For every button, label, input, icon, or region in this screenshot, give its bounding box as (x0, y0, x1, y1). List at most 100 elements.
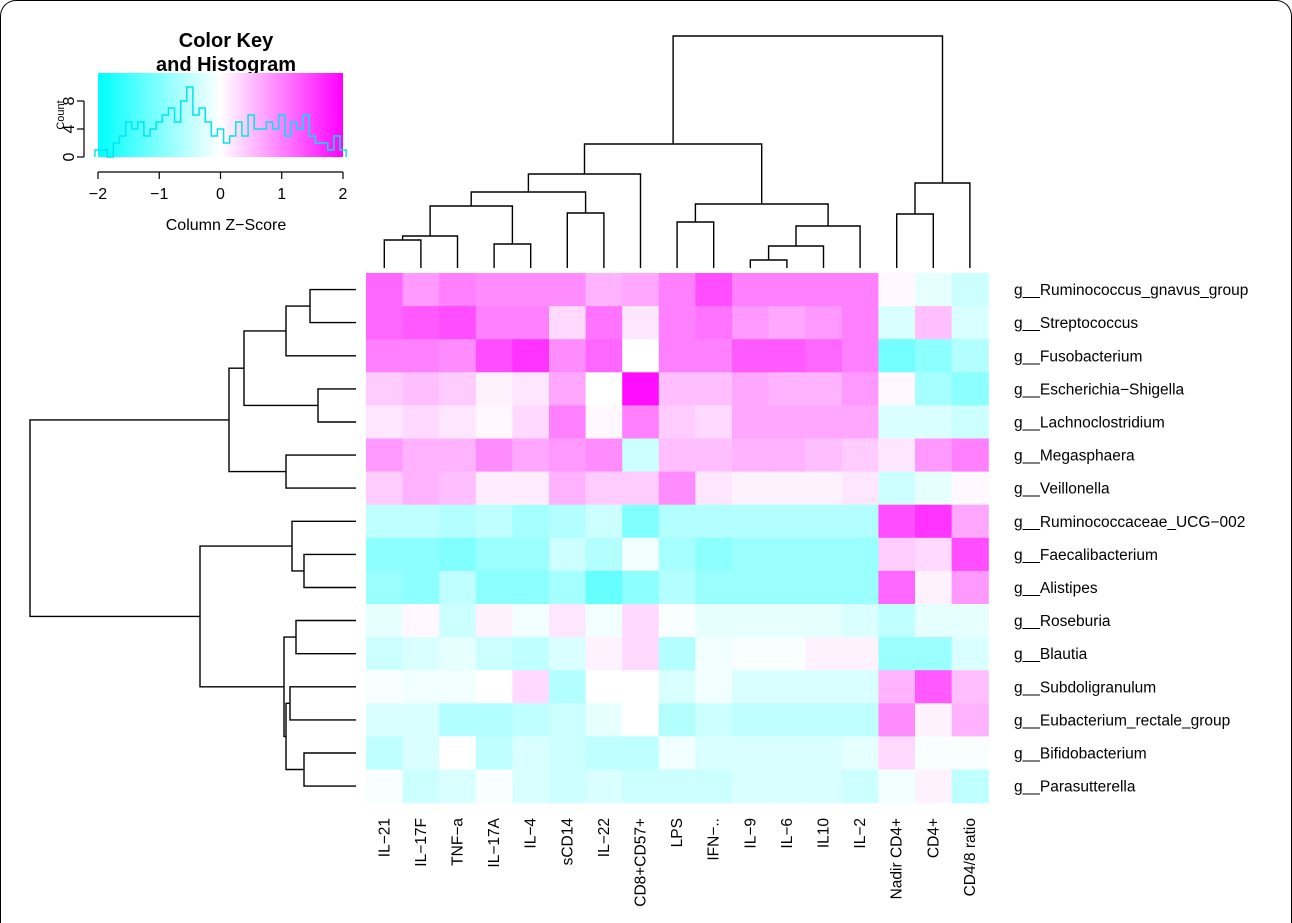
heatmap-cell (402, 438, 440, 473)
column-label: IL10 (816, 818, 833, 849)
heatmap-cell (402, 604, 440, 638)
dendrogram-branch (527, 173, 642, 268)
color-key-x-tick-label: −2 (89, 186, 107, 203)
heatmap-cell (878, 670, 916, 704)
heatmap-cell (512, 537, 550, 572)
heatmap-cell (402, 537, 440, 572)
heatmap-cell (622, 306, 660, 340)
heatmap-cell (475, 273, 513, 307)
heatmap-cell (878, 273, 916, 307)
color-key-ylabel: Count (55, 100, 67, 129)
heatmap-cell (915, 703, 953, 737)
heatmap-cell (951, 405, 989, 440)
heatmap-cell (732, 769, 770, 804)
heatmap-cell (805, 637, 843, 671)
heatmap-cell (915, 273, 953, 307)
dendrogram-branch (285, 702, 304, 771)
heatmap-cell (841, 405, 879, 440)
heatmap-cell (439, 670, 477, 704)
heatmap-cell (622, 471, 660, 506)
heatmap-cell (549, 306, 587, 340)
heatmap-cell (805, 273, 843, 307)
heatmap-cell (768, 273, 806, 307)
heatmap-cell (622, 273, 660, 307)
dendrogram-branch (243, 330, 318, 407)
heatmap-cell (805, 438, 843, 473)
row-label: g__Blautia (1014, 646, 1088, 663)
heatmap-cell (805, 703, 843, 737)
dendrogram-branch (309, 288, 356, 324)
heatmap-cell (402, 273, 440, 307)
heatmap-cell (732, 438, 770, 473)
dendrogram-branch (228, 367, 286, 473)
heatmap-cell (878, 703, 916, 737)
heatmap-cell (841, 372, 879, 406)
column-label: IL−6 (779, 818, 796, 849)
column-label: sCD14 (559, 818, 576, 866)
heatmap-cell (695, 438, 733, 473)
heatmap-cell (622, 339, 660, 373)
column-label: IL−22 (596, 818, 613, 857)
heatmap-cell (366, 438, 404, 473)
heatmap-cell (915, 736, 953, 771)
heatmap-cell (695, 703, 733, 737)
heatmap-cell (402, 405, 440, 440)
heatmap-cell (439, 504, 477, 539)
row-label: g__Parasutterella (1014, 779, 1136, 796)
heatmap-cell (695, 537, 733, 572)
heatmap-cell (951, 670, 989, 704)
heatmap-cell (366, 570, 404, 605)
heatmap-cell (622, 372, 660, 406)
heatmap-cell (768, 736, 806, 771)
heatmap-cell (402, 637, 440, 671)
heatmap-cell (768, 504, 806, 539)
heatmap-cell (549, 604, 587, 638)
heatmap-cell (549, 670, 587, 704)
heatmap-cell (366, 736, 404, 771)
heatmap-cell (695, 736, 733, 771)
heatmap-cell (585, 703, 623, 737)
heatmap-cell (622, 405, 660, 440)
heatmap-cell (439, 471, 477, 506)
heatmap-cell (512, 471, 550, 506)
heatmap-cell (951, 570, 989, 605)
heatmap-cell (878, 637, 916, 671)
dendrogram-branch (285, 454, 356, 489)
dendrogram-branch (291, 520, 356, 572)
heatmap-cell (585, 769, 623, 804)
heatmap-cell (366, 471, 404, 506)
heatmap-cell (878, 769, 916, 804)
heatmap-cell (841, 703, 879, 737)
heatmap-cell (512, 306, 550, 340)
heatmap-cell (732, 504, 770, 539)
heatmap-cell (585, 637, 623, 671)
heatmap-cell (439, 637, 477, 671)
color-key-gradient (98, 73, 343, 157)
heatmap-cell (915, 504, 953, 539)
heatmap-cell (475, 637, 513, 671)
heatmap-cell (439, 306, 477, 340)
heatmap-cell (658, 703, 696, 737)
heatmap-cell (658, 339, 696, 373)
heatmap-cell (915, 604, 953, 638)
heatmap-cell (512, 604, 550, 638)
heatmap-cell (878, 537, 916, 572)
dendrogram-branch (295, 619, 356, 655)
heatmap-cell (622, 736, 660, 771)
dendrogram-branch (383, 239, 422, 268)
heatmap-cell (512, 570, 550, 605)
heatmap-cell (622, 504, 660, 539)
heatmap-cell (658, 372, 696, 406)
heatmap-cell (622, 670, 660, 704)
heatmap-cell (475, 736, 513, 771)
heatmap-cell (402, 372, 440, 406)
heatmap-cell (805, 570, 843, 605)
heatmap-cell (512, 339, 550, 373)
heatmap-cell (841, 471, 879, 506)
heatmap-cell (585, 604, 623, 638)
row-dendrogram (29, 288, 356, 787)
heatmap-cell (366, 604, 404, 638)
heatmap-cell (732, 273, 770, 307)
heatmap-cell (695, 405, 733, 440)
row-label: g__Eubacterium_rectale_group (1014, 712, 1230, 729)
